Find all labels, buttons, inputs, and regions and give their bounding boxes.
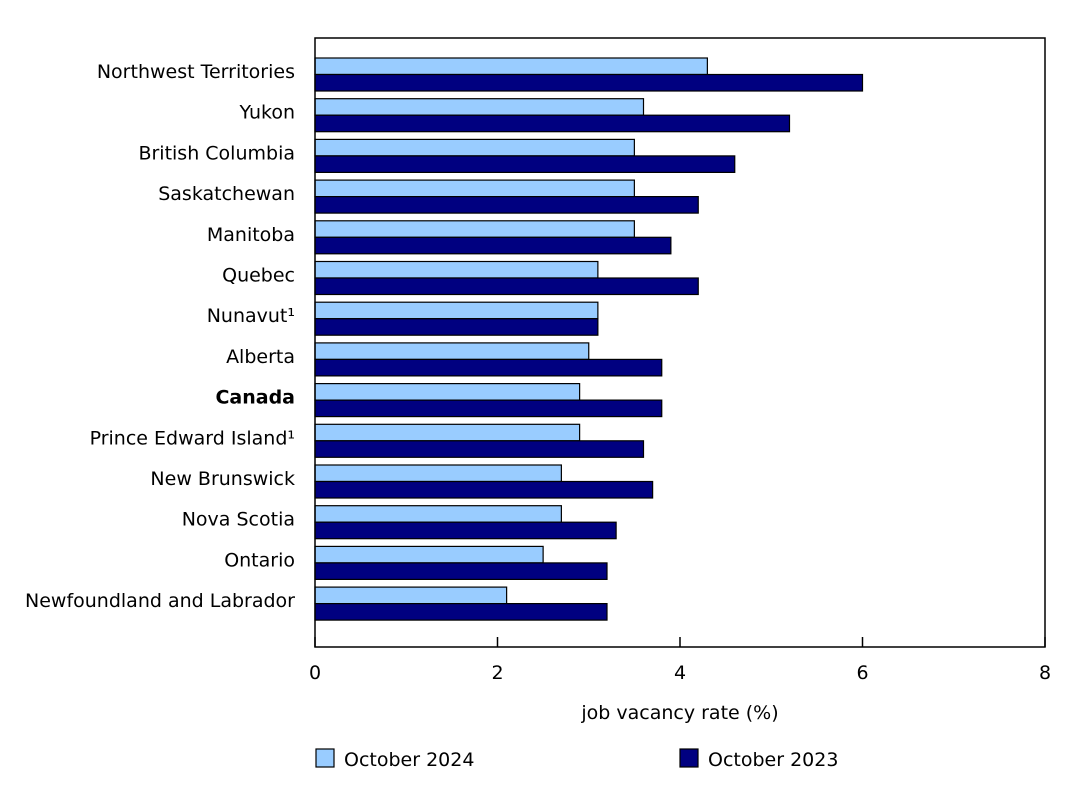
bar-oct-2024 xyxy=(314,586,508,605)
category-label: Prince Edward Island¹ xyxy=(90,427,295,449)
bar-oct-2023 xyxy=(314,114,791,133)
legend-swatch xyxy=(679,748,699,768)
bar-oct-2023 xyxy=(314,277,699,296)
category-label: Ontario xyxy=(224,549,295,571)
bar-oct-2023 xyxy=(314,73,864,92)
bar-oct-2023 xyxy=(314,155,736,173)
bar-oct-2024 xyxy=(314,464,562,483)
bar-oct-2023 xyxy=(314,602,608,621)
bar-oct-2023 xyxy=(314,236,672,255)
bar-oct-2024 xyxy=(314,98,645,116)
bar-oct-2024 xyxy=(314,301,599,320)
legend-label: October 2023 xyxy=(708,749,838,771)
category-label: Alberta xyxy=(226,346,295,368)
category-label: Nova Scotia xyxy=(182,509,295,531)
category-label: Nunavut¹ xyxy=(207,305,295,327)
bar-oct-2024 xyxy=(314,220,635,238)
category-label: Manitoba xyxy=(207,224,295,246)
x-tick-label: 8 xyxy=(1039,662,1051,684)
category-label: Canada xyxy=(215,387,295,409)
legend-swatch xyxy=(315,748,335,768)
x-tick-label: 6 xyxy=(856,662,868,684)
bar-oct-2023 xyxy=(314,440,645,458)
category-label: British Columbia xyxy=(138,142,295,164)
category-label: Quebec xyxy=(222,265,295,287)
bar-oct-2024 xyxy=(314,260,599,279)
legend-label: October 2024 xyxy=(344,749,474,771)
category-label: Yukon xyxy=(239,102,295,124)
x-tick-label: 0 xyxy=(309,662,321,684)
x-axis-label: job vacancy rate (%) xyxy=(580,702,778,724)
category-label: Northwest Territories xyxy=(97,61,295,83)
bar-oct-2024 xyxy=(314,505,562,523)
bar-oct-2024 xyxy=(314,423,581,442)
bar-oct-2023 xyxy=(314,399,663,418)
bar-oct-2023 xyxy=(314,521,617,540)
category-label: Newfoundland and Labrador xyxy=(25,590,295,612)
bar-oct-2023 xyxy=(314,480,654,499)
bar-oct-2024 xyxy=(314,383,581,401)
bar-oct-2024 xyxy=(314,179,635,198)
x-tick-label: 2 xyxy=(491,662,503,684)
bar-oct-2024 xyxy=(314,57,708,76)
bar-oct-2023 xyxy=(314,196,699,214)
bar-oct-2023 xyxy=(314,358,663,377)
category-label: New Brunswick xyxy=(150,468,295,490)
bar-oct-2023 xyxy=(314,318,599,336)
category-label: Saskatchewan xyxy=(158,183,295,205)
bar-oct-2023 xyxy=(314,562,608,581)
bar-oct-2024 xyxy=(314,138,635,157)
x-tick-label: 4 xyxy=(674,662,686,684)
bar-oct-2024 xyxy=(314,342,590,360)
bar-oct-2024 xyxy=(314,545,544,564)
